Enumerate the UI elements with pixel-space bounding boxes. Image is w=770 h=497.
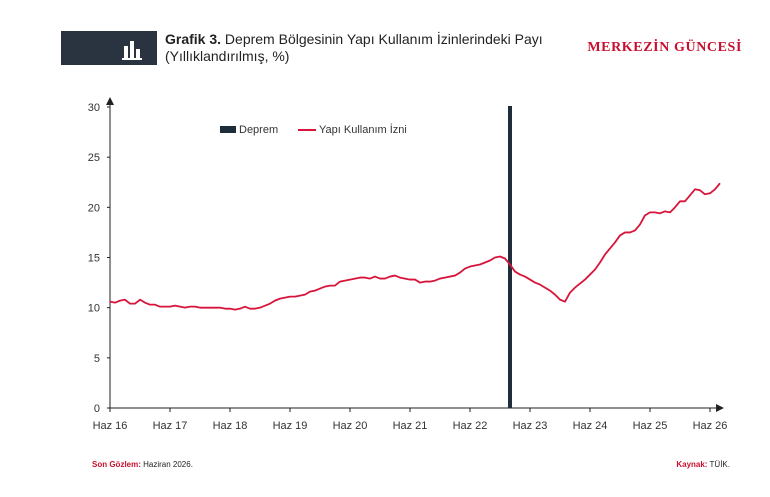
y-tick-label: 10 <box>88 303 100 315</box>
legend-label-deprem: Deprem <box>239 124 278 136</box>
x-tick-label: Haz 24 <box>573 420 608 432</box>
x-tick-label: Haz 20 <box>333 420 368 432</box>
y-tick-label: 20 <box>88 202 100 214</box>
y-axis-arrow <box>106 97 114 105</box>
chart-title-text: Deprem Bölgesinin Yapı Kullanım İzinleri… <box>165 31 543 64</box>
source-value: TÜİK. <box>707 460 730 469</box>
bar-chart-icon <box>122 41 142 60</box>
y-tick-label: 25 <box>88 152 100 164</box>
y-tick-label: 30 <box>88 102 100 114</box>
x-tick-label: Haz 25 <box>633 420 668 432</box>
brand-logo-text: MERKEZİN GÜNCESİ <box>587 40 742 55</box>
chart-title-bold: Grafik 3. <box>165 31 222 47</box>
x-tick-label: Haz 19 <box>273 420 308 432</box>
x-axis-arrow <box>716 404 724 412</box>
x-tick-label: Haz 26 <box>693 420 728 432</box>
y-tick-label: 0 <box>94 403 100 415</box>
x-tick-label: Haz 21 <box>393 420 428 432</box>
last-observation-note: Son Gözlem: Haziran 2026. <box>92 460 193 469</box>
series-line-yapi-kullanim-izni <box>109 182 721 311</box>
y-tick-label: 5 <box>94 353 100 365</box>
y-tick-label: 15 <box>88 253 100 265</box>
chart-title: Grafik 3. Deprem Bölgesinin Yapı Kullanı… <box>165 31 595 65</box>
source-label: Kaynak: <box>676 460 708 469</box>
legend-swatch-deprem <box>220 126 236 133</box>
source-note: Kaynak: TÜİK. <box>676 460 730 469</box>
x-tick-label: Haz 23 <box>513 420 548 432</box>
legend-label-yapi-kullanim-izni: Yapı Kullanım İzni <box>319 123 407 136</box>
last-observation-value: Haziran 2026. <box>140 460 193 469</box>
earthquake-marker-bar <box>508 106 512 408</box>
header-badge <box>61 31 157 65</box>
x-tick-label: Haz 18 <box>213 420 248 432</box>
x-tick-label: Haz 17 <box>153 420 188 432</box>
x-tick-label: Haz 16 <box>93 420 128 432</box>
x-tick-label: Haz 22 <box>453 420 488 432</box>
last-observation-label: Son Gözlem: <box>92 460 141 469</box>
